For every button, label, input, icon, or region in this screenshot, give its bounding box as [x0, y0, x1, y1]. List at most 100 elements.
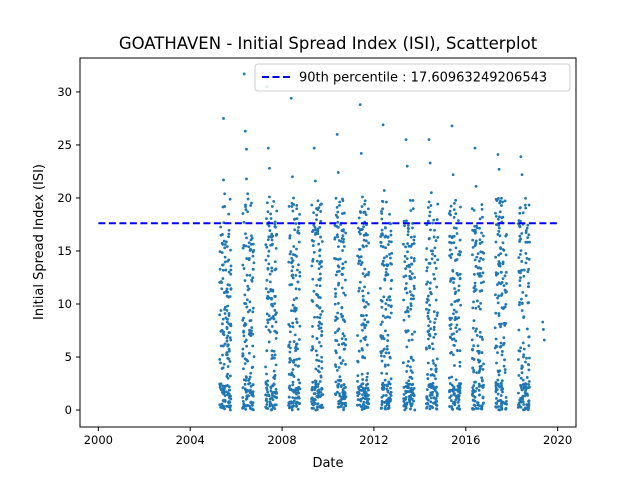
scatter-point [494, 211, 497, 215]
scatter-point [408, 399, 412, 402]
scatter-point [274, 246, 278, 250]
scatter-point [321, 406, 325, 409]
scatter-point [382, 347, 386, 351]
scatter-point [380, 359, 384, 363]
scatter-point [264, 365, 267, 369]
scatter-point [406, 329, 410, 333]
scatter-point [434, 377, 437, 381]
scatter-point [382, 386, 386, 390]
scatter-point [298, 212, 301, 216]
scatter-point [241, 386, 245, 390]
scatter-point [518, 405, 522, 409]
scatter-point [248, 375, 252, 379]
scatter-point [497, 253, 501, 257]
scatter-point [273, 407, 277, 411]
scatter-point [521, 211, 525, 215]
scatter-point [334, 287, 337, 291]
scatter-point [341, 212, 344, 215]
scatter-point [288, 358, 292, 361]
scatter-point [472, 209, 476, 212]
scatter-point [496, 392, 500, 396]
scatter-point [244, 208, 248, 211]
scatter-point [265, 403, 269, 406]
scatter-point [315, 213, 319, 217]
scatter-point [227, 232, 231, 236]
scatter-point [381, 245, 385, 249]
scatter-point [380, 403, 384, 407]
scatter-point [296, 389, 300, 392]
scatter-point [360, 388, 363, 392]
scatter-point [367, 302, 370, 306]
scatter-point [386, 315, 390, 319]
scatter-point [494, 397, 498, 400]
scatter-point [404, 406, 408, 410]
scatter-point [270, 232, 274, 236]
scatter-point [499, 394, 503, 397]
scatter-point [389, 311, 393, 315]
scatter-point [287, 372, 291, 376]
scatter-point [295, 247, 298, 251]
scatter-point [454, 198, 458, 202]
scatter-point [243, 129, 247, 133]
scatter-point [225, 339, 229, 343]
scatter-point [426, 373, 429, 376]
scatter-point [268, 166, 271, 170]
scatter-point [266, 318, 270, 322]
scatter-point [381, 123, 385, 127]
scatter-point [478, 330, 482, 334]
scatter-point [412, 387, 416, 390]
y-axis-label: Initial Spread Index (ISI) [32, 164, 47, 320]
scatter-point [452, 312, 455, 316]
scatter-point [498, 264, 502, 268]
scatter-point [413, 276, 417, 279]
scatter-point [315, 292, 318, 296]
scatter-point [433, 228, 436, 232]
scatter-point [365, 405, 369, 409]
scatter-point [412, 399, 415, 403]
scatter-point [381, 200, 385, 203]
scatter-point [274, 320, 278, 324]
scatter-point [317, 364, 321, 368]
scatter-point [409, 355, 413, 359]
scatter-point [407, 339, 411, 342]
scatter-point [335, 368, 339, 372]
scatter-point [433, 277, 436, 281]
scatter-point [524, 252, 528, 255]
scatter-point [336, 210, 340, 214]
scatter-point [479, 250, 483, 254]
scatter-point [496, 296, 499, 300]
scatter-point [270, 266, 274, 270]
scatter-point [221, 353, 224, 357]
scatter-point [519, 383, 522, 387]
scatter-point [229, 272, 233, 276]
scatter-point [410, 402, 414, 406]
scatter-point [455, 323, 459, 327]
x-axis: 2000 2004 2008 2012 2016 2020 [84, 427, 572, 447]
scatter-point [425, 269, 429, 273]
scatter-point [244, 388, 248, 392]
scatter-point [432, 272, 436, 276]
scatter-point [480, 376, 484, 380]
scatter-point [315, 283, 319, 287]
scatter-point [478, 274, 481, 278]
scatter-point [457, 288, 461, 292]
scatter-point [249, 400, 253, 404]
scatter-point [390, 262, 393, 266]
scatter-point [271, 242, 274, 246]
chart-title: GOATHAVEN - Initial Spread Index (ISI), … [119, 34, 538, 53]
scatter-point [526, 223, 530, 227]
scatter-point [524, 240, 528, 244]
scatter-point [498, 399, 502, 402]
scatter-point [266, 407, 270, 410]
scatter-point [311, 380, 315, 384]
scatter-point [413, 408, 417, 412]
scatter-point [317, 359, 321, 363]
scatter-point [411, 222, 414, 225]
scatter-point [243, 279, 247, 282]
scatter-point [450, 124, 454, 128]
scatter-point [385, 398, 389, 402]
scatter-point [504, 234, 508, 238]
scatter-point [452, 215, 456, 219]
scatter-point [425, 307, 428, 311]
scatter-point [294, 287, 298, 291]
